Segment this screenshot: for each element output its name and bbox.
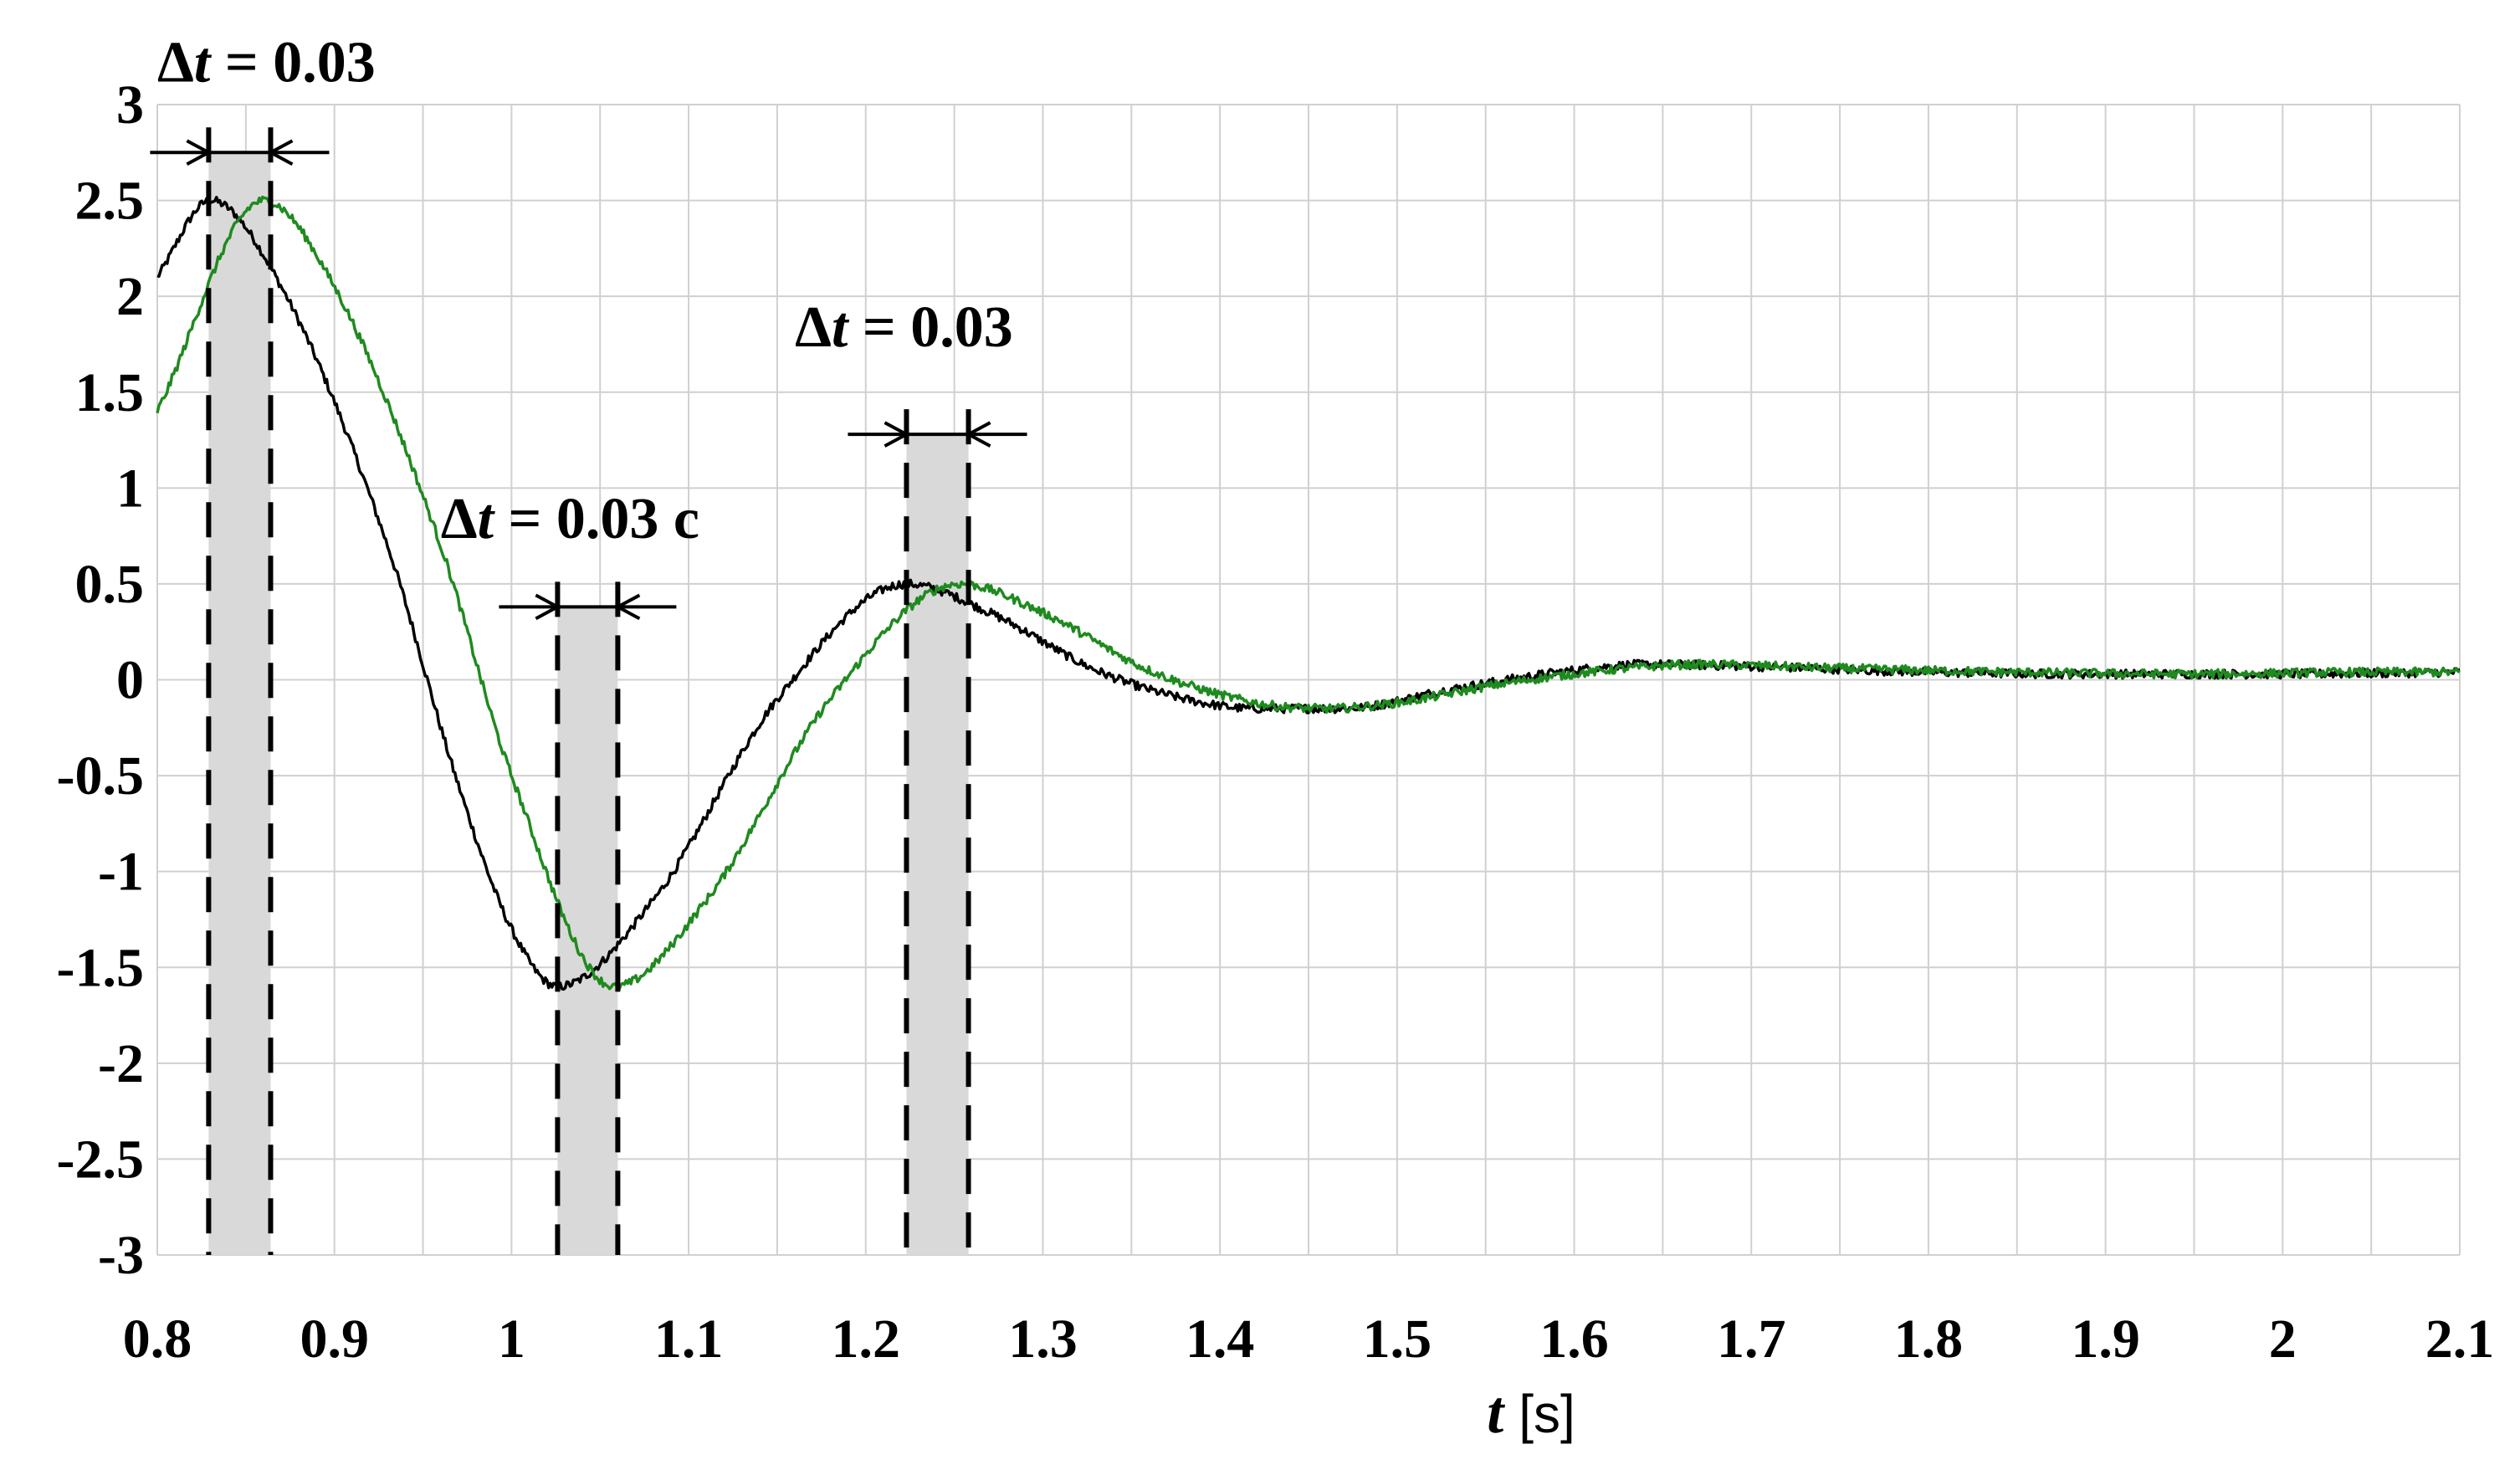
annotation-label-delta: Δ [795, 295, 832, 360]
y-tick-label: -1.5 [57, 937, 144, 998]
annotation-label-value: = 0.03 c [494, 487, 699, 551]
y-tick-label: 1 [116, 458, 144, 519]
x-tick-label: 1.4 [1186, 1309, 1255, 1370]
x-tick-label: 0.8 [123, 1309, 192, 1370]
series-line-2 [156, 195, 2461, 991]
annotation-band [557, 607, 618, 1255]
y-tick-label: 3 [116, 74, 144, 136]
x-tick-label: 2.1 [2425, 1309, 2495, 1370]
annotation-label-delta: Δ [441, 487, 478, 551]
annotation-arrowhead [617, 593, 641, 621]
y-tick-label: -2 [98, 1033, 144, 1094]
annotation-arrows [150, 139, 1027, 621]
x-tick-label: 1 [498, 1309, 525, 1370]
x-tick-label: 1.9 [2071, 1309, 2140, 1370]
annotation-arrowhead [186, 139, 210, 166]
annotation-label: Δt = 0.03 [795, 295, 1013, 360]
y-tick-label: 0.5 [75, 554, 145, 615]
annotation-label-var: t [832, 295, 850, 360]
y-tick-labels: 3 2.5 2 1.5 1 0.5 0 -0.5 -1 -1.5 -2 -2.5 -3 [57, 74, 144, 1286]
y-tick-label: -1 [98, 842, 144, 903]
annotation-band [208, 152, 271, 1256]
annotation-band [906, 434, 969, 1255]
y-tick-label: -0.5 [57, 745, 144, 807]
x-tick-label: 0.9 [300, 1309, 369, 1370]
y-tick-label: 2.5 [75, 171, 145, 232]
annotation-label-value: = 0.03 [210, 31, 375, 95]
annotation-label-var: t [194, 31, 213, 95]
annotation-label-var: t [478, 487, 496, 551]
series-line-1 [156, 196, 2461, 991]
series-lines [156, 195, 2461, 991]
annotation-arrowhead [967, 421, 991, 448]
x-axis-label-var: t [1487, 1379, 1505, 1446]
annotation-arrowhead [535, 593, 559, 621]
x-tick-labels: 0.8 0.9 1 1.1 1.2 1.3 1.4 1.5 1.6 1.7 1.8 1.9 2 2.1 [123, 1309, 2495, 1370]
annotation-label: Δt = 0.03 c [441, 487, 699, 551]
y-tick-label: -3 [98, 1225, 144, 1286]
x-axis-label-unit: [s] [1519, 1384, 1575, 1444]
x-axis-label: t [s] [1487, 1379, 1575, 1446]
annotation-label-delta: Δ [157, 31, 194, 95]
grid [156, 104, 2461, 1256]
y-tick-label: 0 [116, 650, 144, 711]
x-tick-label: 1.8 [1894, 1309, 1964, 1370]
annotation-label: Δt = 0.03 [157, 31, 376, 95]
x-tick-label: 1.5 [1363, 1309, 1432, 1370]
annotation-arrowhead [884, 421, 908, 448]
y-tick-label: 1.5 [75, 362, 145, 423]
annotation-arrowhead [269, 139, 294, 166]
x-tick-label: 1.2 [832, 1309, 901, 1370]
annotation-dashes [206, 127, 971, 1255]
x-tick-label: 2 [2269, 1309, 2297, 1370]
annotation-bands [208, 152, 969, 1256]
x-tick-label: 1.7 [1717, 1309, 1786, 1370]
x-tick-label: 1.1 [654, 1309, 724, 1370]
x-tick-label: 1.6 [1539, 1309, 1609, 1370]
x-tick-label: 1.3 [1008, 1309, 1078, 1370]
annotation-label-value: = 0.03 [848, 295, 1012, 360]
y-tick-label: 2 [116, 266, 144, 327]
y-tick-label: -2.5 [57, 1129, 144, 1190]
